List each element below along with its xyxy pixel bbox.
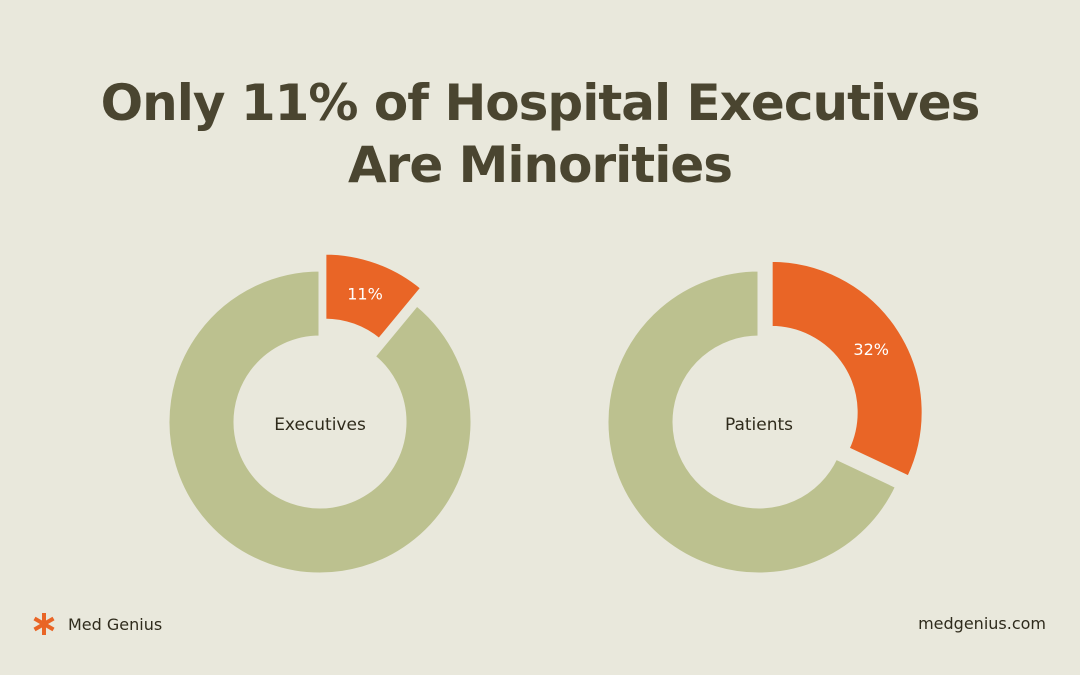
donut-center-label: Executives	[274, 415, 366, 435]
brand-name: Med Genius	[68, 614, 163, 634]
website-url: medgenius.com	[918, 614, 1046, 633]
title-line-2: Are Minorities	[347, 136, 733, 194]
slice-label: 32%	[853, 340, 889, 359]
donut-slice-highlight	[323, 251, 424, 342]
donut-chart-1: 11% Executives	[166, 251, 474, 576]
page-title: Only 11% of Hospital Executives Are Mino…	[0, 72, 1080, 196]
asterisk-icon	[33, 613, 55, 635]
donut-center-label: Patients	[725, 415, 793, 435]
donut-slice-remainder	[166, 268, 474, 576]
title-line-1: Only 11% of Hospital Executives	[100, 74, 981, 132]
brand: Med Genius	[32, 612, 162, 636]
donut-slice-remainder	[605, 268, 899, 576]
slice-label: 11%	[347, 285, 383, 304]
donut-chart-2: 32% Patients	[605, 258, 925, 576]
donut-slice-highlight	[769, 258, 925, 480]
